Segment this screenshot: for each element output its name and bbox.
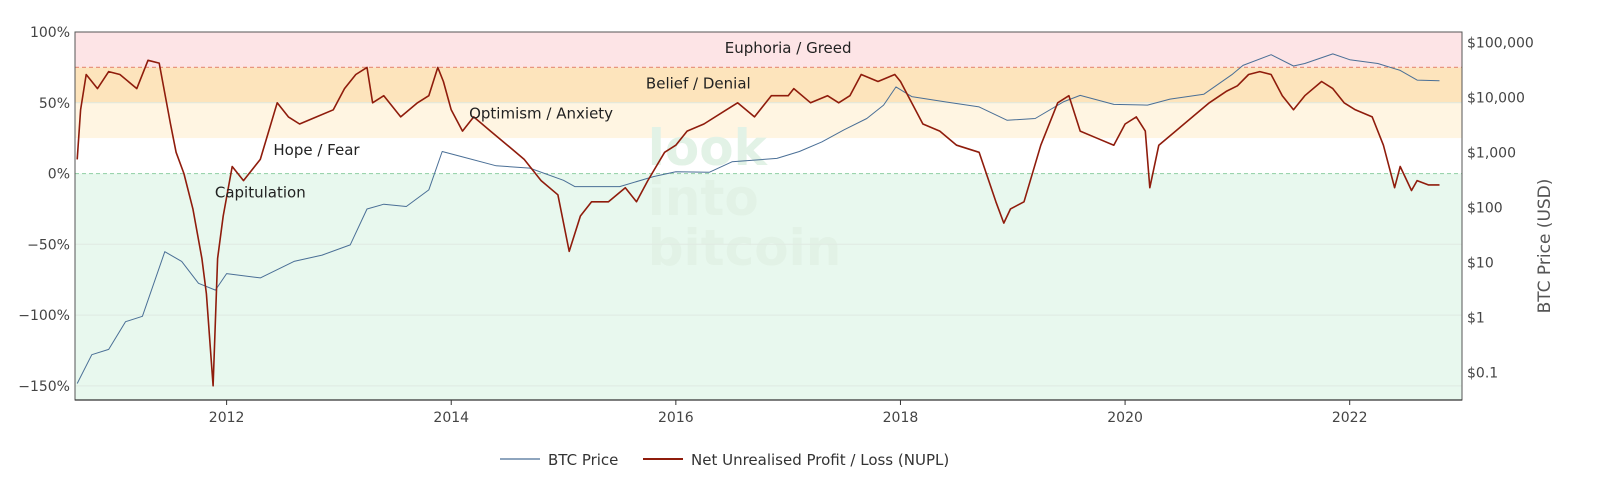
legend-item-nupl[interactable]: Net Unrealised Profit / Loss (NUPL) xyxy=(691,451,949,469)
zone-label: Belief / Denial xyxy=(646,75,751,93)
x-tick-label: 2020 xyxy=(1107,410,1143,426)
y-right-tick-label: $1 xyxy=(1467,310,1485,326)
y-left-tick-label: −150% xyxy=(18,379,70,395)
zone-band xyxy=(75,102,1462,139)
zone-band xyxy=(75,32,1462,68)
y-left-tick-label: −100% xyxy=(18,308,70,324)
zone-band xyxy=(75,67,1462,103)
legend[interactable]: BTC Price Net Unrealised Profit / Loss (N… xyxy=(500,451,949,469)
x-tick-label: 2012 xyxy=(209,410,245,426)
y-right-tick-label: $100 xyxy=(1467,200,1503,216)
zone-labels: Euphoria / Greed Belief / Denial Optimism … xyxy=(215,39,852,201)
y-axis-right-title: BTC Price (USD) xyxy=(1535,179,1555,314)
y-right-tick-label: $100,000 xyxy=(1467,36,1534,52)
watermark-word: look xyxy=(648,119,769,177)
x-axis-ticks: 2012 2014 2016 2018 2020 2022 xyxy=(75,399,1462,426)
y-left-tick-label: 100% xyxy=(30,25,70,41)
y-left-tick-label: −50% xyxy=(27,237,70,253)
zone-label: Euphoria / Greed xyxy=(725,39,852,57)
zone-bands xyxy=(75,32,1462,400)
y-right-tick-label: $10 xyxy=(1467,255,1494,271)
x-tick-label: 2014 xyxy=(433,410,469,426)
y-left-tick-label: 50% xyxy=(39,96,70,112)
y-right-tick-label: $10,000 xyxy=(1467,91,1525,107)
zone-band xyxy=(75,173,1462,400)
zone-band xyxy=(75,138,1462,174)
x-tick-label: 2018 xyxy=(883,410,919,426)
y-axis-left-ticks: 100% 50% 0% −50% −100% −150% xyxy=(18,25,70,395)
y-left-tick-label: 0% xyxy=(48,167,70,183)
nupl-line xyxy=(76,59,1440,387)
series-lines xyxy=(76,53,1440,387)
grid-lines xyxy=(75,102,1462,387)
zone-label: Capitulation xyxy=(215,184,306,202)
y-right-tick-label: $0.1 xyxy=(1467,365,1498,381)
zone-label: Optimism / Anxiety xyxy=(469,104,613,122)
x-tick-label: 2016 xyxy=(658,410,694,426)
y-right-tick-label: $1,000 xyxy=(1467,146,1516,162)
legend-item-btc-price[interactable]: BTC Price xyxy=(548,451,618,469)
y-axis-right-ticks: $100,000 $10,000 $1,000 $100 $10 $1 $0.1 xyxy=(1467,36,1534,382)
zone-label: Hope / Fear xyxy=(273,141,360,159)
reference-lines xyxy=(75,66,1462,175)
x-tick-label: 2022 xyxy=(1332,410,1368,426)
watermark-word: into xyxy=(648,169,759,227)
btc-price-line xyxy=(76,53,1440,384)
watermark-word: bitcoin xyxy=(648,219,842,277)
